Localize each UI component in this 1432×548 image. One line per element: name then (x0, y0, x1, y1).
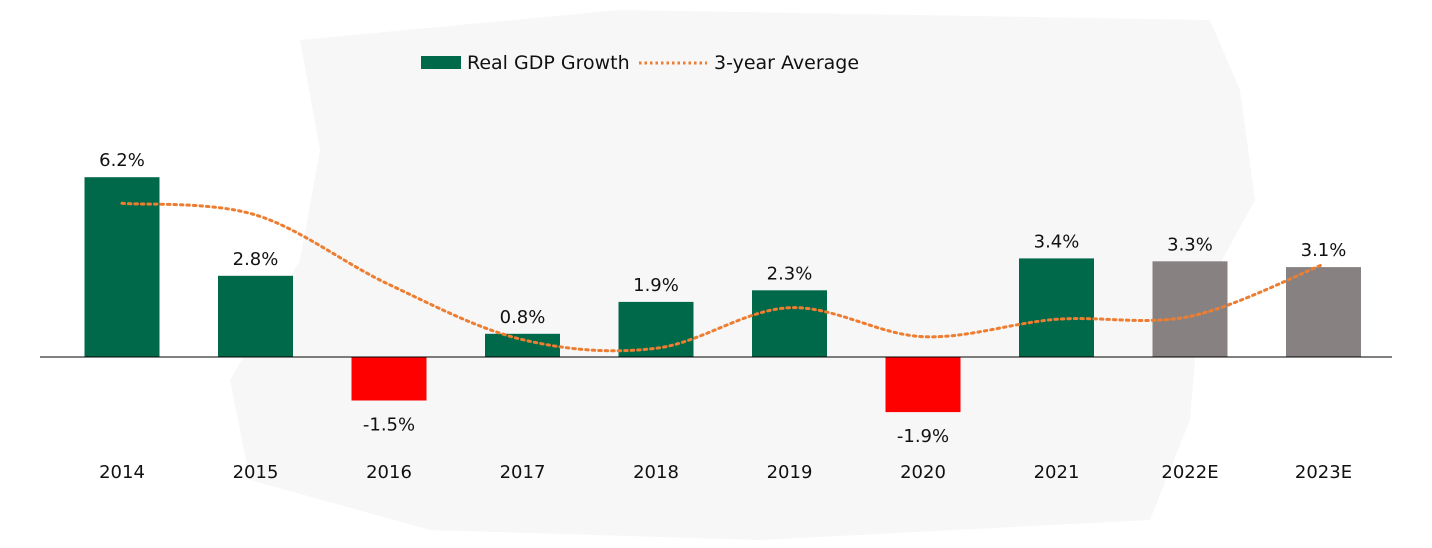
x-tick-label-2018: 2018 (633, 462, 679, 483)
bar-2021 (1019, 258, 1094, 357)
average-line (120, 201, 1325, 353)
x-tick-label-2016: 2016 (366, 462, 412, 483)
data-label-2019: 2.3% (767, 263, 813, 284)
legend-label-gdp: Real GDP Growth (467, 52, 630, 74)
data-label-2017: 0.8% (500, 307, 546, 328)
data-label-2023E: 3.1% (1301, 240, 1347, 261)
bar-2014 (84, 177, 160, 357)
bar-2016 (351, 357, 427, 401)
x-tick-label-2022E: 2022E (1161, 462, 1218, 483)
data-label-2016: -1.5% (363, 415, 415, 436)
x-tick-label-2019: 2019 (767, 462, 813, 483)
bar-2017 (485, 333, 560, 357)
x-tick-label-2015: 2015 (233, 462, 279, 483)
data-label-2018: 1.9% (633, 275, 679, 296)
x-tick-label-2014: 2014 (99, 462, 145, 483)
bar-2015 (218, 275, 293, 357)
bar-2023E (1286, 267, 1361, 357)
data-label-2014: 6.2% (99, 150, 145, 171)
legend: Real GDP Growth 3-year Average (421, 52, 859, 74)
x-tick-label-2021: 2021 (1034, 462, 1080, 483)
legend-label-average: 3-year Average (714, 52, 859, 74)
legend-swatch-gdp (421, 56, 461, 69)
bar-2019 (752, 290, 827, 357)
bar-2020 (885, 357, 961, 413)
background-map-shape (230, 10, 1255, 540)
data-label-2020: -1.9% (897, 426, 949, 447)
x-tick-label-2020: 2020 (900, 462, 946, 483)
data-label-2022E: 3.3% (1167, 234, 1213, 255)
data-label-2021: 3.4% (1034, 231, 1080, 252)
data-label-2015: 2.8% (233, 249, 279, 270)
x-tick-label-2023E: 2023E (1295, 462, 1352, 483)
x-tick-label-2017: 2017 (500, 462, 546, 483)
